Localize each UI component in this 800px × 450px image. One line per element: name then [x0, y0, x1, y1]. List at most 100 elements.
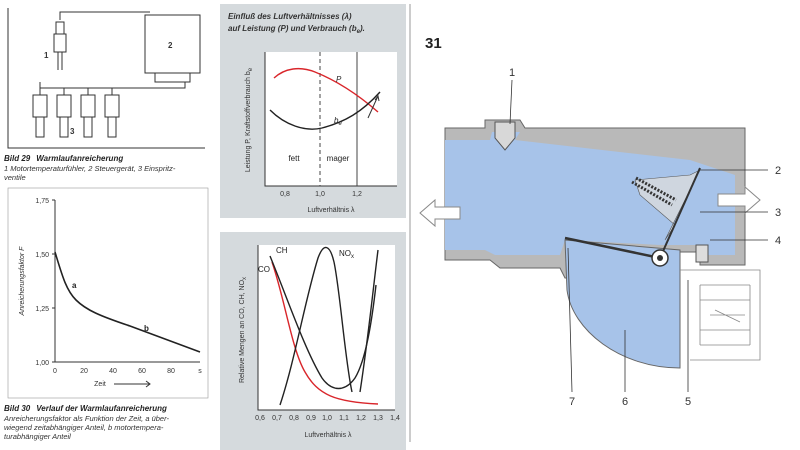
label: 1: [44, 51, 49, 60]
potentiometer-circuit: [680, 269, 761, 361]
axes: [264, 52, 397, 187]
arrow-out: [419, 198, 461, 228]
connector: [695, 244, 709, 263]
injector: [80, 94, 96, 118]
emissions-chart: CO CH NOx 0,6 0,7 0,8 0,9 1,0 1,1 1,2 1,…: [220, 232, 406, 450]
panel-title: Einfluß des Luftverhältnisses (λ): [228, 12, 352, 21]
y-axis-label: Anreicherungsfaktor F: [19, 246, 26, 317]
curve: [359, 249, 379, 393]
caption-text: turabhängiger Anteil: [4, 432, 71, 441]
x-tick-label: 0,9: [306, 415, 316, 422]
sensor: [55, 21, 65, 35]
part-label: 6: [622, 396, 628, 408]
y-axis-label: Relative Mengen an CO, CH, NO: [239, 279, 246, 383]
x-tick-label: 0,7: [272, 415, 282, 422]
x-tick-label: s: [198, 368, 202, 375]
label: 3: [70, 127, 75, 136]
y-axis-label-sub: e: [248, 67, 254, 71]
caption-text: wiegend zeitabhängiger Anteil, b motorte…: [4, 423, 164, 432]
sensor: [57, 52, 63, 70]
x-axis-label: Zeit: [94, 381, 106, 388]
panel-title-sub: e: [357, 29, 361, 35]
curve-label: b: [144, 324, 149, 333]
curve-label: CO: [258, 265, 270, 274]
y-axis-label: Leistung P, Kraftstoffverbrauch b: [245, 71, 252, 172]
caption-text: Anreicherungsfaktor als Funktion der Zei…: [3, 414, 169, 423]
axis-arrow: [114, 380, 151, 388]
axes: [257, 245, 395, 411]
figure-29: 1 2 3 Bild 29 Warmlaufanreicherung 1 Moto…: [4, 8, 205, 182]
panel-title: auf Leistung (P) und Verbrauch (b: [228, 24, 357, 33]
caption-title: Verlauf der Warmlaufanreicherung: [36, 404, 167, 413]
region-label: fett: [288, 154, 300, 163]
y-tick-label: 1,75: [35, 198, 49, 205]
injector: [32, 94, 48, 118]
pivot: [657, 255, 663, 261]
x-tick-label: 1,2: [352, 191, 362, 198]
part-label: 7: [569, 396, 575, 408]
injector: [56, 94, 72, 118]
caption-title: Bild 30 Verlauf der Warmlaufanreicherung: [4, 404, 167, 413]
caption-label: Bild 29: [4, 154, 31, 163]
x-tick-label: 1,3: [373, 415, 383, 422]
caption-label: Bild 30: [4, 404, 31, 413]
part-label: 5: [685, 396, 691, 408]
panel-title: auf Leistung (P) und Verbrauch (be).: [228, 24, 365, 35]
compensation-flap: [564, 236, 661, 260]
control-unit: [144, 14, 201, 74]
co-curve: [271, 261, 379, 405]
adjust-screw: [494, 121, 516, 151]
axes: [54, 200, 200, 363]
x-tick-label: 1,0: [322, 415, 332, 422]
x-tick-label: 1,2: [356, 415, 366, 422]
spring: [631, 176, 677, 207]
injector: [104, 94, 120, 118]
part-label: 1: [509, 67, 515, 79]
consumption-curve: [269, 91, 381, 130]
plot-area: [265, 52, 397, 186]
figure-31: 31 1 2 3 4 5 6 7: [409, 4, 781, 442]
figure-number: 31: [425, 35, 442, 52]
x-axis-label: Luftverhältnis λ: [307, 207, 355, 214]
injectors: [32, 94, 120, 138]
x-tick-label: 40: [109, 368, 117, 375]
x-tick-label: 60: [138, 368, 146, 375]
x-axis-label: Luftverhältnis λ: [304, 432, 352, 439]
figure-30: 1,75 1,50 1,25 1,00 0 20 40 60 80 s Zeit…: [3, 187, 209, 441]
sensor: [53, 33, 67, 53]
y-tick-label: 1,25: [35, 306, 49, 313]
x-tick-label: 0,6: [255, 415, 265, 422]
nox-curve: [279, 246, 353, 406]
y-tick-label: 1,00: [35, 360, 49, 367]
x-tick-label: 0,8: [280, 191, 290, 198]
part-label: 4: [775, 235, 781, 247]
frame: [7, 8, 205, 149]
wiring: [39, 82, 186, 95]
y-axis-label: Leistung P, Kraftstoffverbrauch be: [245, 67, 254, 172]
y-axis-label-sub: x: [242, 277, 248, 280]
y-tick-label: 1,50: [35, 252, 49, 259]
y-ticks: [52, 199, 55, 363]
curve-label: be: [334, 116, 342, 127]
x-tick-label: 20: [80, 368, 88, 375]
caption-title: Bild 29 Warmlaufanreicherung: [4, 154, 123, 163]
injector: [59, 116, 69, 138]
curve-label-sub: x: [351, 254, 354, 260]
arrow: [367, 94, 380, 119]
caption-text: 1 Motortemperaturfühler, 2 Steuergerät, …: [4, 164, 176, 173]
region-label: mager: [327, 154, 350, 163]
sensor-flap: [659, 167, 701, 259]
part-label: 3: [775, 207, 781, 219]
curve-label: a: [72, 281, 77, 290]
damper-chamber: [564, 239, 681, 369]
x-tick-label: 0: [53, 368, 57, 375]
x-tick-label: 1,0: [315, 191, 325, 198]
caption-title: Warmlaufanreicherung: [36, 154, 123, 163]
power-chart: Einfluß des Luftverhältnisses (λ) auf Le…: [220, 4, 406, 218]
leader-lines: [509, 79, 768, 393]
curve: [54, 251, 201, 353]
injector: [107, 116, 117, 138]
curve-label: NOx: [339, 249, 354, 260]
injector: [83, 116, 93, 138]
